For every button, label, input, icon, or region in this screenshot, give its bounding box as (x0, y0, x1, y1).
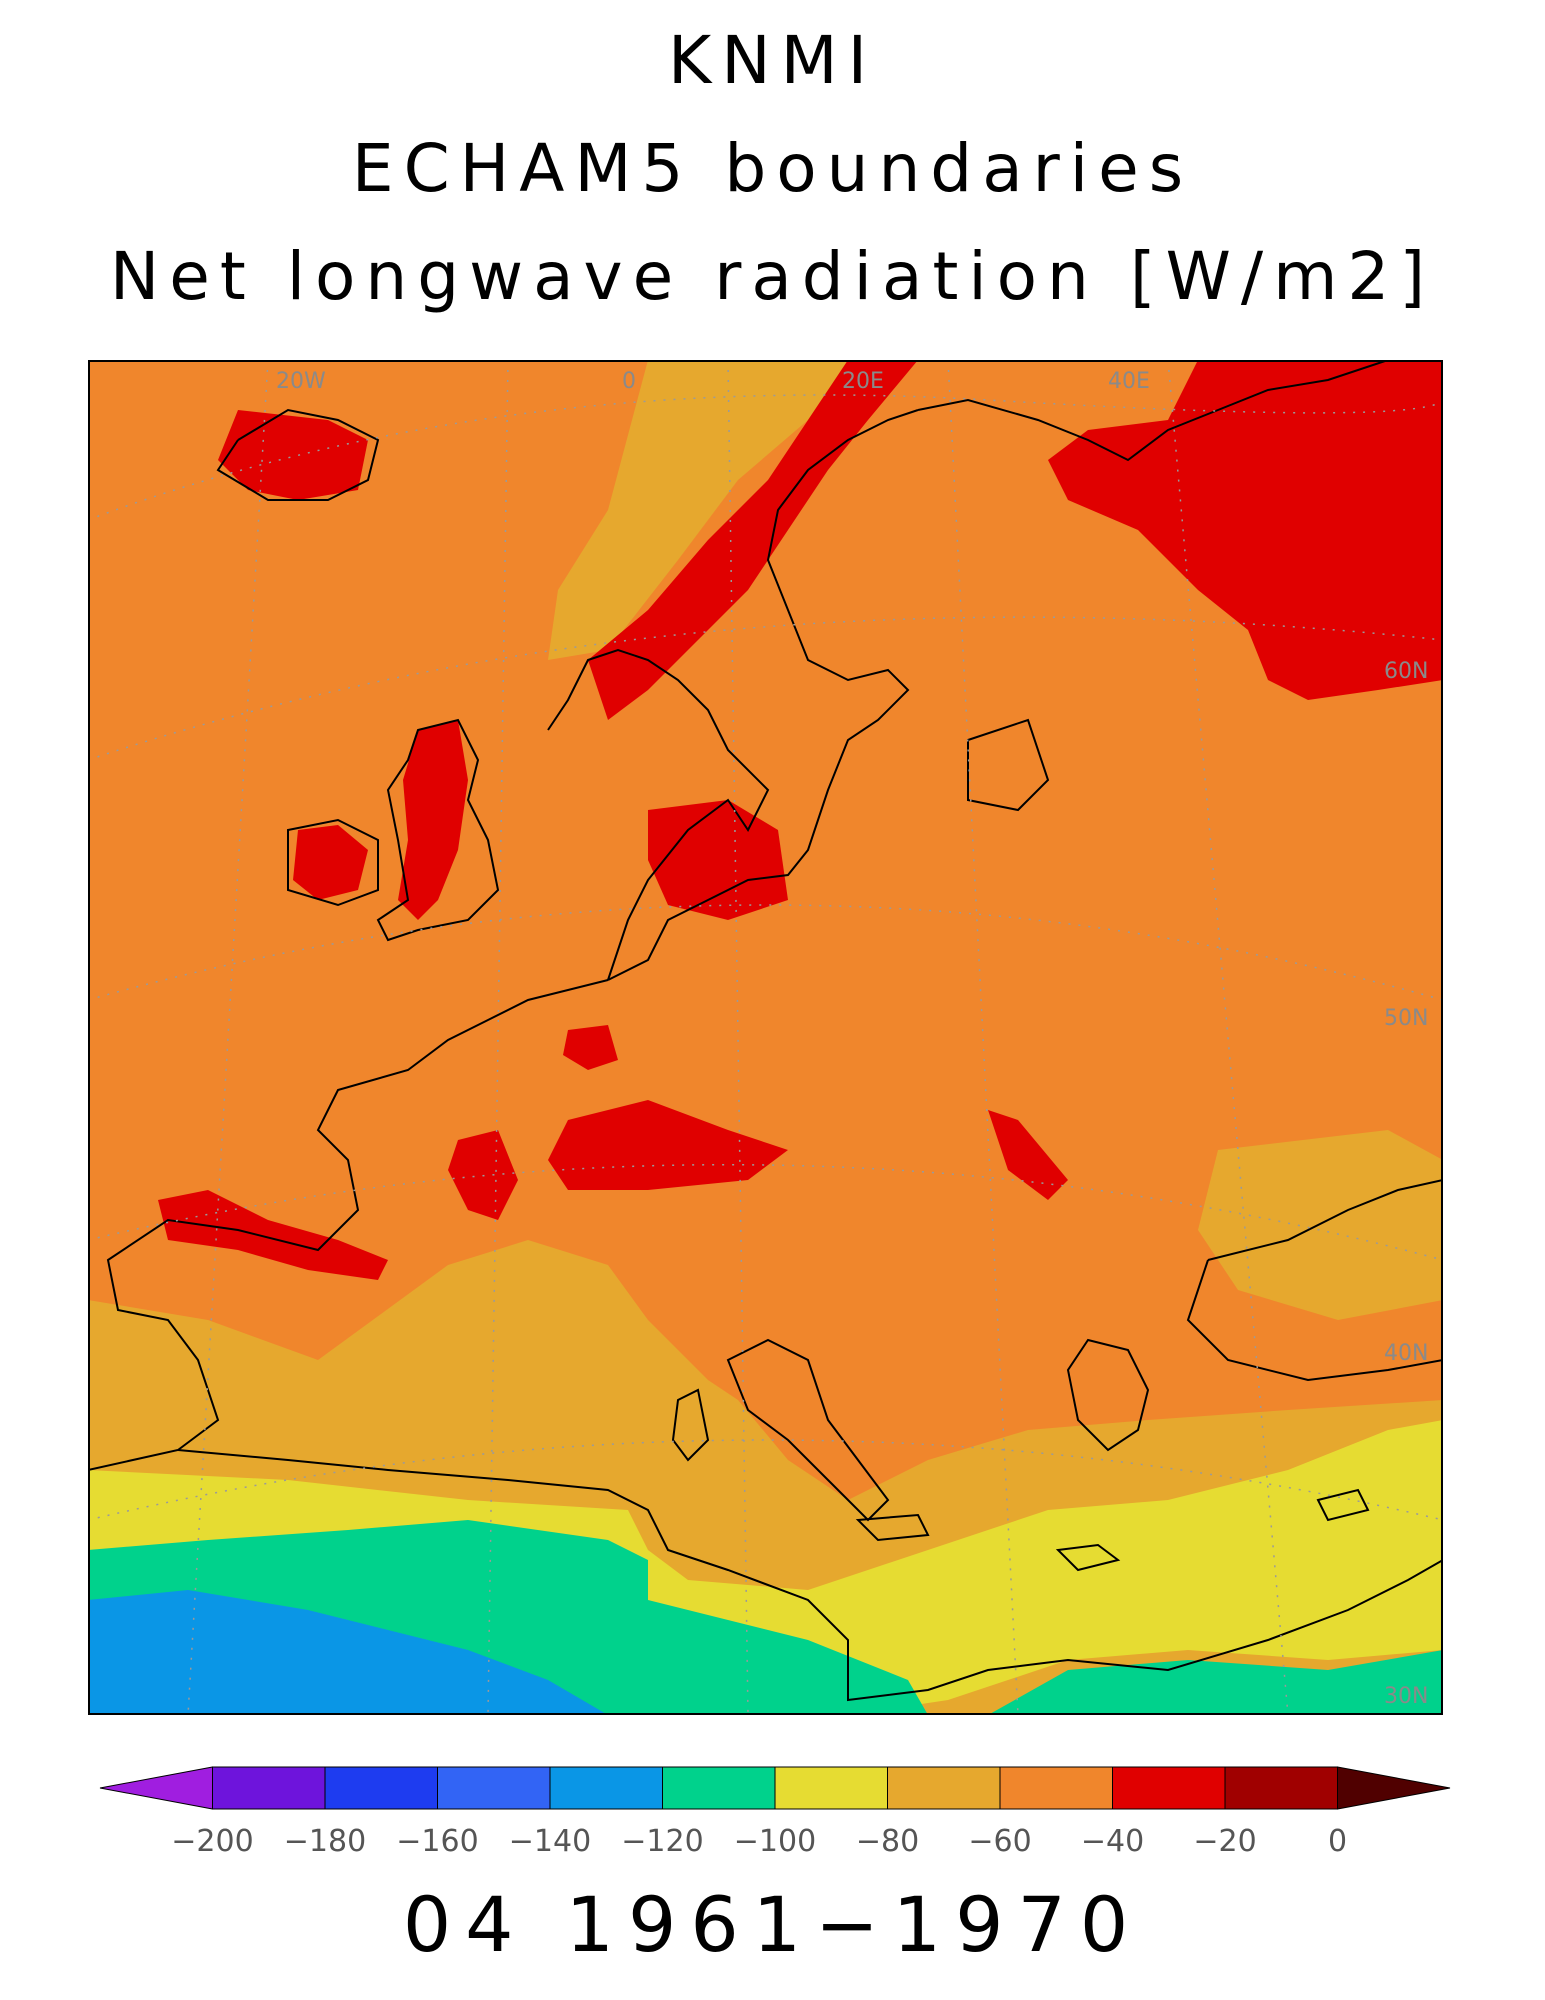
colorbar: −200 −180 −160 −140 −120 −100 −80 −60 −40 −20 0 (99, 1766, 1451, 1859)
colorbar-tick-label: −140 (509, 1824, 591, 1859)
black-sea-warm (1198, 1130, 1443, 1320)
title-line-2: ECHAM5 boundaries (351, 130, 1194, 207)
colorbar-tick-label: −100 (734, 1824, 816, 1859)
colorbar-tick-label: −20 (1193, 1824, 1256, 1859)
colorbar-tick-label: −120 (621, 1824, 703, 1859)
colorbar-tick-label: −40 (1081, 1824, 1144, 1859)
lon-label-20e: 20E (842, 369, 884, 394)
red-black-forest (563, 1025, 618, 1070)
colorbar-swatch (549, 1766, 663, 1810)
colorbar-swatch (99, 1766, 213, 1810)
colorbar-swatch (1224, 1766, 1338, 1810)
ocean-deep-blue (88, 1590, 608, 1715)
colorbar-swatch (999, 1766, 1113, 1810)
map-frame (88, 360, 1443, 1715)
title-line-1: KNMI (667, 22, 878, 99)
colorbar-swatch (774, 1766, 888, 1810)
red-carpathians (988, 1110, 1068, 1200)
colorbar-swatch (212, 1766, 326, 1810)
lon-label-0: 0 (622, 369, 636, 394)
lon-label-40e: 40E (1108, 369, 1150, 394)
red-denmark-south-sweden (648, 800, 788, 920)
lat-label-40n: 40N (1384, 1341, 1428, 1366)
lat-label-30n: 30N (1384, 1684, 1428, 1709)
norwegian-sea-warm (548, 360, 848, 660)
lat-label-50n: 50N (1384, 1006, 1428, 1031)
colorbar-swatch (1112, 1766, 1226, 1810)
lat-label-60n: 60N (1384, 659, 1428, 684)
red-alps (548, 1100, 788, 1190)
ocean-green-band-east (988, 1650, 1443, 1715)
period-label: 04 1961−1970 (402, 1880, 1143, 1969)
lon-label-20w: 20W (276, 369, 326, 394)
colorbar-swatch (324, 1766, 438, 1810)
colorbar-tick-label: 0 (1328, 1824, 1347, 1859)
red-britain (398, 720, 468, 920)
colorbar-tick-label: −180 (284, 1824, 366, 1859)
colorbar-swatch (1337, 1766, 1451, 1810)
red-iceland (218, 410, 368, 500)
colorbar-tick-label: −80 (856, 1824, 919, 1859)
colorbar-swatch (437, 1766, 551, 1810)
map-panel[interactable]: 20W 0 20E 40E 60N 50N 40N 30N (88, 360, 1443, 1715)
colorbar-swatch (887, 1766, 1001, 1810)
colorbar-tick-label: −200 (171, 1824, 253, 1859)
coastlines (88, 360, 1443, 1702)
red-ireland (293, 825, 368, 900)
colorbar-tick-label: −160 (396, 1824, 478, 1859)
graticule (88, 360, 1443, 1715)
title-line-3: Net longwave radiation [W/m2] (109, 238, 1436, 315)
colorbar-tick-label: −60 (968, 1824, 1031, 1859)
colorbar-swatch (662, 1766, 776, 1810)
